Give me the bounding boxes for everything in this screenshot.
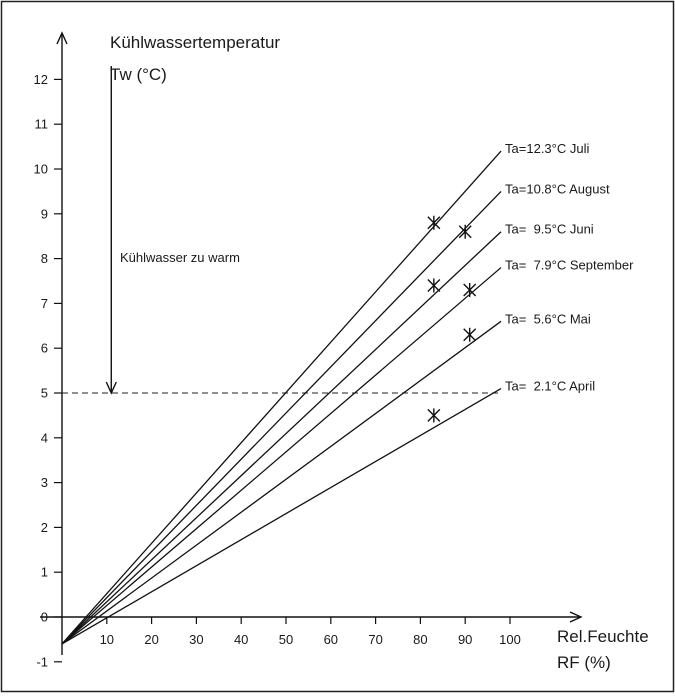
- x-tick-label: 60: [324, 632, 338, 647]
- y-tick-label: 4: [41, 430, 48, 445]
- series-line: [61, 387, 502, 645]
- y-tick-label: 0: [41, 610, 48, 625]
- x-axis-arrow: [569, 611, 583, 623]
- series-line: [61, 267, 502, 645]
- y-tick-label: 1: [41, 565, 48, 580]
- series-line: [61, 190, 502, 645]
- series-marker: [463, 327, 477, 342]
- axes: [40, 31, 583, 655]
- y-axis-arrow: [56, 31, 68, 45]
- x-tick-label: 90: [458, 632, 472, 647]
- series-label: Ta= 7.9°C September: [505, 258, 634, 273]
- y-tick-label: 11: [35, 117, 49, 132]
- x-tick-label: 50: [279, 632, 293, 647]
- series-label: Ta= 9.5°C Juni: [505, 222, 594, 237]
- x-axis-title-line1: Rel.Feuchte: [557, 627, 649, 646]
- y-axis-title-line2: Tw (°C): [110, 65, 167, 84]
- series: [61, 150, 502, 645]
- series-line: [61, 231, 502, 645]
- y-tick-label: 12: [34, 72, 48, 87]
- x-axis-title-line2: RF (%): [557, 653, 611, 672]
- y-tick-label: 3: [41, 475, 48, 490]
- x-tick-label: 10: [100, 632, 114, 647]
- threshold: [62, 65, 502, 395]
- y-tick-label: 9: [41, 206, 48, 221]
- annotation-text: Kühlwasser zu warm: [120, 250, 240, 265]
- series-label: Ta=12.3°C Juli: [505, 141, 589, 156]
- x-tick-label: 40: [234, 632, 248, 647]
- series-marker: [427, 215, 441, 230]
- x-tick-label: 30: [189, 632, 203, 647]
- series-label: Ta=10.8°C August: [505, 181, 610, 196]
- y-tick-label: 5: [41, 386, 48, 401]
- y-tick-label: 7: [41, 296, 48, 311]
- x-tick-label: 80: [413, 632, 427, 647]
- x-tick-label: 70: [368, 632, 382, 647]
- y-tick-label: 8: [41, 251, 48, 266]
- x-tick-label: 20: [144, 632, 158, 647]
- y-tick-label: 2: [41, 520, 48, 535]
- y-tick-label: 6: [41, 341, 48, 356]
- series-line: [61, 150, 502, 645]
- series-marker: [458, 224, 472, 239]
- series-label: Ta= 2.1°C April: [505, 379, 595, 394]
- series-line: [61, 320, 502, 645]
- y-tick-label: 10: [34, 162, 48, 177]
- y-tick-label: -1: [36, 654, 48, 669]
- series-labels: Ta=12.3°C Juli Ta=10.8°C August Ta= 9.5°C …: [505, 141, 634, 393]
- series-marker: [427, 408, 441, 423]
- x-tick-label: 100: [499, 632, 521, 647]
- series-marker: [427, 278, 441, 293]
- series-marker: [463, 282, 477, 297]
- annotation-arrow-head: [105, 381, 117, 395]
- series-label: Ta= 5.6°C Mai: [505, 311, 591, 326]
- y-axis-title-line1: Kühlwassertemperatur: [110, 33, 280, 52]
